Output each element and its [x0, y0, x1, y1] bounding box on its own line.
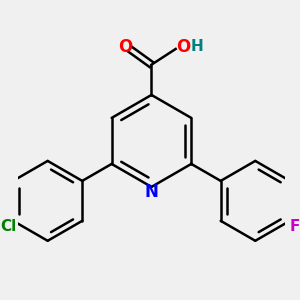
Text: O: O — [176, 38, 190, 56]
Text: H: H — [191, 39, 204, 54]
Text: F: F — [290, 219, 300, 234]
Text: Cl: Cl — [0, 219, 16, 234]
Text: N: N — [145, 183, 158, 201]
Text: O: O — [118, 38, 132, 56]
